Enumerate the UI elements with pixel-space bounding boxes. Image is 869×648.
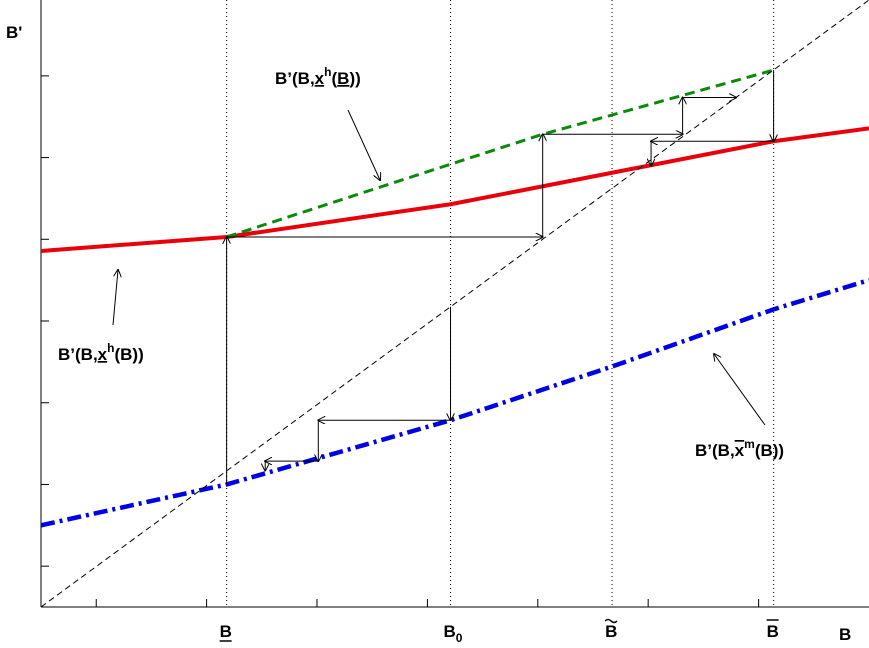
annotation-red-part-2: x [98, 345, 108, 364]
series-1 [226, 68, 775, 239]
annotation-red-part-3: h [107, 341, 114, 355]
marked-point-label-0: B [220, 622, 232, 641]
annotation-blue-part-4: (B)) [755, 441, 784, 460]
annotation-green: B’(B,xh(B)) [275, 65, 361, 88]
series-2 [40, 277, 869, 528]
series-lines [40, 0, 869, 608]
annotation-blue-part-2: x [735, 441, 745, 460]
annotation-green-part-3: h [324, 65, 331, 79]
annotation-blue: B’(B,xm(B)) [695, 437, 784, 460]
marked-point-label-3: B [767, 622, 779, 641]
axis-ticks [41, 75, 760, 607]
annotation-blue-part-1: B’(B, [695, 441, 735, 460]
marked-point-labels: B B0 B B [219, 618, 779, 645]
marked-point-label-1: B0 [444, 622, 463, 645]
series-0 [40, 126, 869, 253]
annotation-green-part-2: x [315, 69, 325, 88]
annotation-blue-part-3: m [744, 437, 755, 451]
annotation-red: B’(B,xh(B)) [58, 341, 144, 364]
marked-point-label-2: B [605, 622, 617, 641]
annotation-green-part-6: )) [349, 69, 360, 88]
x-axis-label: B [839, 625, 851, 644]
annotation-red-part-4: (B)) [114, 345, 143, 364]
series-3 [40, 0, 869, 608]
annotation-red-pointer [112, 270, 118, 326]
y-axis-label: B' [6, 23, 22, 42]
cobweb-paths [227, 70, 774, 485]
annotation-green-part-5: B [337, 69, 349, 88]
annotation-green-pointer [347, 109, 380, 180]
annotation-green-part-4: ( [331, 69, 337, 88]
annotation-red-part-1: B’(B, [58, 345, 98, 364]
marked-point-sub-1: 0 [456, 631, 463, 645]
annotation-green-part-1: B’(B, [275, 69, 315, 88]
marked-point-tilde-2 [604, 618, 618, 624]
marked-point-guides [226, 0, 775, 607]
annotation-blue-pointer [714, 354, 766, 426]
